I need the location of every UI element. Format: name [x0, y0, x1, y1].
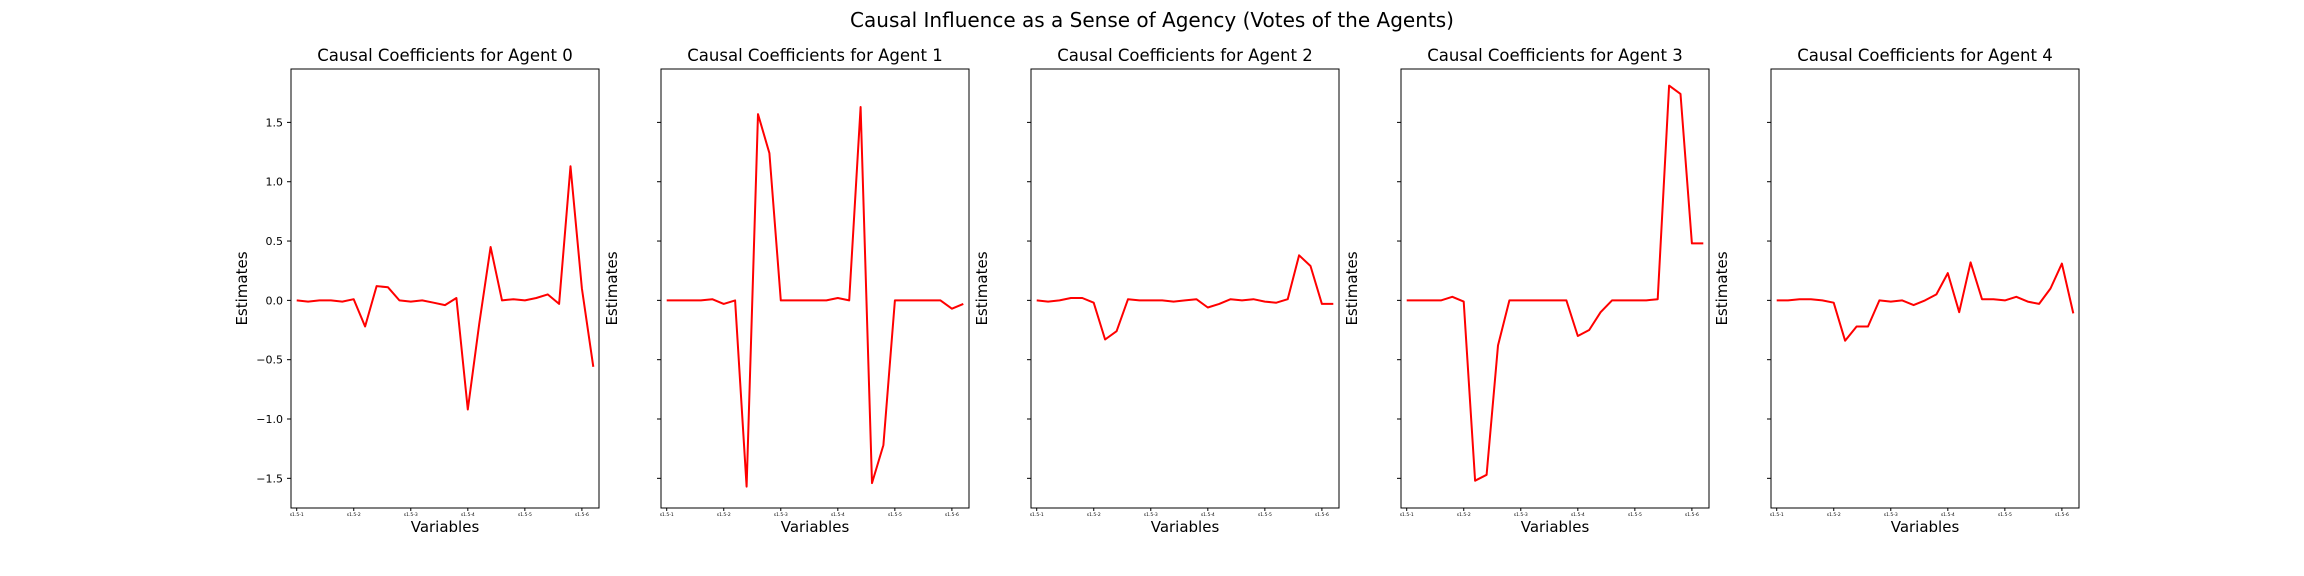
y-tick-label: 0.5 — [266, 235, 284, 248]
y-tick-label: 1.0 — [266, 176, 284, 189]
x-tick-label: s1.5-1 — [1770, 512, 1784, 518]
x-tick-label: s1.5-6 — [1315, 512, 1329, 518]
x-tick-label: s1.5-2 — [1087, 512, 1101, 518]
panel-title: Causal Coefficients for Agent 0 — [317, 46, 572, 65]
panel-agent-4: Causal Coefficients for Agent 4 Estimates… — [1713, 46, 2080, 536]
x-axis-label: Variables — [1151, 518, 1220, 536]
x-tick-label: s1.5-4 — [461, 512, 475, 518]
x-tick-label: s1.5-6 — [575, 512, 589, 518]
series-line-agent-1 — [666, 106, 964, 488]
y-tick-label: 0.0 — [266, 294, 284, 307]
x-axis-label: Variables — [411, 518, 480, 536]
y-axis-label: Estimates — [1713, 251, 1731, 325]
x-tick-label: s1.5-1 — [660, 512, 674, 518]
x-axis-label: Variables — [1521, 518, 1590, 536]
x-tick-label: s1.5-1 — [1400, 512, 1414, 518]
x-tick-label: s1.5-4 — [1201, 512, 1215, 518]
y-axis-label: Estimates — [1343, 251, 1361, 325]
y-axis-label: Estimates — [973, 251, 991, 325]
x-tick-label: s1.5-4 — [1941, 512, 1955, 518]
x-tick-label: s1.5-2 — [717, 512, 731, 518]
x-tick-label: s1.5-5 — [1258, 512, 1272, 518]
plot-frame — [1030, 68, 1340, 509]
panel-title: Causal Coefficients for Agent 3 — [1427, 46, 1682, 65]
panel-title: Causal Coefficients for Agent 4 — [1797, 46, 2052, 65]
y-tick-label: −0.5 — [256, 354, 283, 367]
x-tick-label: s1.5-5 — [1998, 512, 2012, 518]
series-line-agent-0 — [296, 165, 595, 411]
plot-frame — [1400, 68, 1710, 509]
x-tick-label: s1.5-2 — [347, 512, 361, 518]
y-tick-label: −1.0 — [256, 413, 283, 426]
y-tick-label: −1.5 — [256, 472, 283, 485]
panels: Causal Coefficients for Agent 0 Estimates… — [233, 46, 2080, 536]
x-tick-label: s1.5-1 — [290, 512, 304, 518]
x-tick-label: s1.5-3 — [1514, 512, 1528, 518]
x-axis-label: Variables — [781, 518, 850, 536]
x-tick-label: s1.5-3 — [774, 512, 788, 518]
y-axis-label: Estimates — [603, 251, 621, 325]
panel-agent-2: Causal Coefficients for Agent 2 Estimates… — [973, 46, 1340, 536]
panel-agent-0: Causal Coefficients for Agent 0 Estimates… — [233, 46, 600, 536]
series-line-agent-2 — [1036, 254, 1334, 341]
x-tick-label: s1.5-5 — [888, 512, 902, 518]
plot-frame — [1770, 68, 2080, 509]
figure-suptitle: Causal Influence as a Sense of Agency (V… — [850, 8, 1454, 32]
x-tick-label: s1.5-6 — [1685, 512, 1699, 518]
x-tick-label: s1.5-3 — [1884, 512, 1898, 518]
series-line-agent-4 — [1776, 261, 2075, 342]
panel-agent-1: Causal Coefficients for Agent 1 Estimates… — [603, 46, 970, 536]
x-tick-label: s1.5-4 — [831, 512, 845, 518]
x-tick-label: s1.5-3 — [404, 512, 418, 518]
x-tick-label: s1.5-1 — [1030, 512, 1044, 518]
x-tick-label: s1.5-5 — [1628, 512, 1642, 518]
x-tick-label: s1.5-2 — [1457, 512, 1471, 518]
x-tick-label: s1.5-6 — [945, 512, 959, 518]
panel-title: Causal Coefficients for Agent 1 — [687, 46, 942, 65]
plot-frame — [290, 68, 600, 509]
panel-agent-3: Causal Coefficients for Agent 3 Estimates… — [1343, 46, 1710, 536]
x-tick-label: s1.5-2 — [1827, 512, 1841, 518]
plot-frame — [660, 68, 970, 509]
y-tick-label: 1.5 — [266, 116, 284, 129]
y-axis-label: Estimates — [233, 251, 251, 325]
panel-title: Causal Coefficients for Agent 2 — [1057, 46, 1312, 65]
x-tick-label: s1.5-3 — [1144, 512, 1158, 518]
x-tick-label: s1.5-4 — [1571, 512, 1585, 518]
series-line-agent-3 — [1406, 84, 1704, 482]
x-axis-label: Variables — [1891, 518, 1960, 536]
x-tick-label: s1.5-6 — [2055, 512, 2069, 518]
x-tick-label: s1.5-5 — [518, 512, 532, 518]
